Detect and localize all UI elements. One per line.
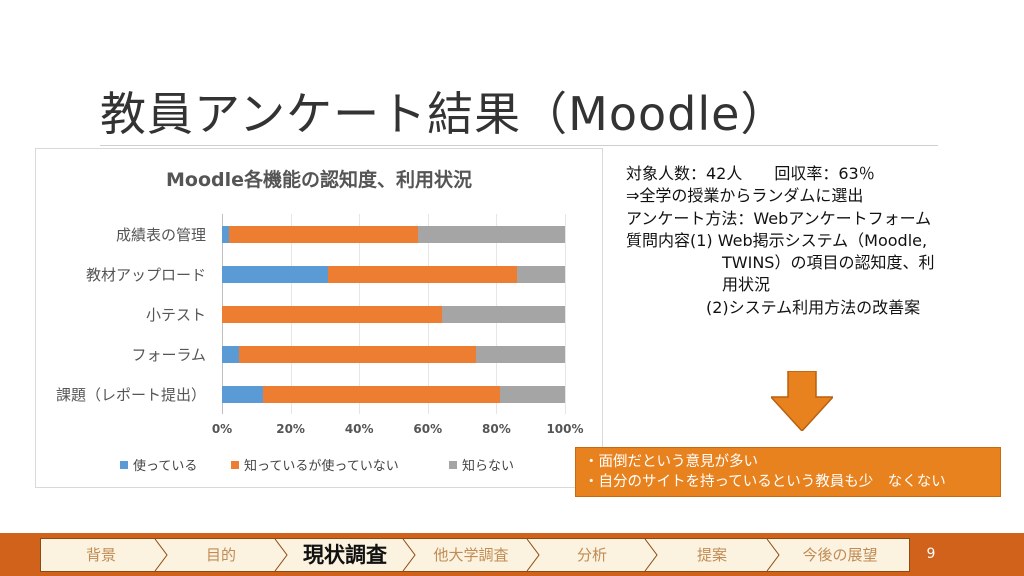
bar-segment: [222, 305, 442, 323]
category-label: 教材アップロード: [85, 266, 206, 284]
bar-segment: [222, 265, 329, 283]
bar-segment: [222, 225, 229, 243]
chevron-right-icon: [766, 539, 780, 571]
legend-label-known-unused: 知っているが使っていない: [244, 459, 399, 474]
info-line: ⇒全学の授業からランダムに選出: [626, 186, 864, 206]
legend-swatch-known-unused: [231, 460, 239, 469]
info-line: TWINS）の項目の認知度、利: [626, 253, 935, 273]
chevron-right-icon: [644, 539, 658, 571]
bar-segment: [441, 305, 565, 323]
category-label: 小テスト: [145, 306, 206, 324]
bar-segment: [222, 345, 240, 363]
down-arrow-icon: [771, 371, 833, 431]
bar-segment: [228, 225, 418, 243]
callout-line: ・面倒だという意見が多い: [584, 454, 758, 470]
section-navigation: 背景 目的 現状調査 他大学調査 分析 提案 今後の展望: [40, 538, 910, 572]
bar-segment: [239, 345, 476, 363]
x-tick-label: 100%: [546, 422, 584, 436]
info-line: 対象人数：42人 回収率：63％: [626, 164, 875, 183]
chevron-right-icon: [526, 539, 540, 571]
info-line: (2)システム利用方法の改善案: [626, 297, 921, 317]
chart-title: Moodle各機能の認知度、利用状況: [165, 169, 472, 191]
x-tick-label: 20%: [276, 422, 305, 436]
chevron-right-icon: [402, 539, 416, 571]
nav-item-analysis[interactable]: 分析: [576, 546, 607, 564]
x-tick-label: 80%: [482, 422, 511, 436]
info-line: アンケート方法：Webアンケートフォーム: [626, 208, 932, 228]
bar-segment: [475, 345, 565, 363]
category-label: 成績表の管理: [115, 226, 206, 244]
info-line: 質問内容(1) Web掲示システム（Moodle,: [626, 230, 928, 250]
x-tick-label: 0%: [211, 422, 233, 436]
legend-item-unknown: 知らない: [449, 455, 514, 474]
bar-segment: [417, 225, 565, 243]
nav-item-proposal[interactable]: 提案: [696, 546, 727, 564]
survey-info: 対象人数：42人 回収率：63％ ⇒全学の授業からランダムに選出 アンケート方法…: [626, 163, 934, 319]
x-tick-label: 60%: [413, 422, 443, 436]
nav-item-outlook[interactable]: 今後の展望: [802, 546, 878, 564]
bar-segment: [499, 385, 565, 403]
nav-item-current-survey[interactable]: 現状調査: [303, 543, 387, 567]
nav-item-background[interactable]: 背景: [85, 546, 116, 564]
conclusion-callout: ・面倒だという意見が多い ・自分のサイトを持っているという教員も少 なくない: [575, 447, 1001, 497]
bar-segment: [222, 385, 264, 403]
chart-panel: Moodle各機能の認知度、利用状況 成績表の管理教材アップロード小テストフォー…: [35, 148, 603, 488]
legend-swatch-used: [120, 460, 128, 469]
legend-item-used: 使っている: [120, 455, 197, 474]
nav-item-other-universities[interactable]: 他大学調査: [433, 546, 509, 564]
x-tick-label: 40%: [344, 422, 374, 436]
title-divider: [100, 145, 938, 146]
chart-gridline: [565, 214, 566, 414]
bar-segment: [328, 265, 517, 283]
slide-title: 教員アンケート結果（Moodle）: [100, 87, 788, 141]
chevron-right-icon: [274, 539, 288, 571]
legend-label-used: 使っている: [133, 459, 198, 474]
page-number: 9: [926, 546, 936, 562]
chevron-right-icon: [154, 539, 168, 571]
bar-segment: [516, 265, 565, 283]
callout-line: ・自分のサイトを持っているという教員も少 なくない: [584, 474, 946, 490]
category-label: フォーラム: [131, 346, 206, 364]
legend-swatch-unknown: [449, 460, 457, 469]
nav-item-purpose[interactable]: 目的: [205, 546, 236, 564]
info-line: 用状況: [626, 275, 771, 295]
legend-item-known-unused: 知っているが使っていない: [231, 455, 399, 474]
category-label: 課題（レポート提出）: [55, 386, 206, 404]
legend-label-unknown: 知らない: [462, 459, 515, 474]
bar-segment: [263, 385, 500, 403]
